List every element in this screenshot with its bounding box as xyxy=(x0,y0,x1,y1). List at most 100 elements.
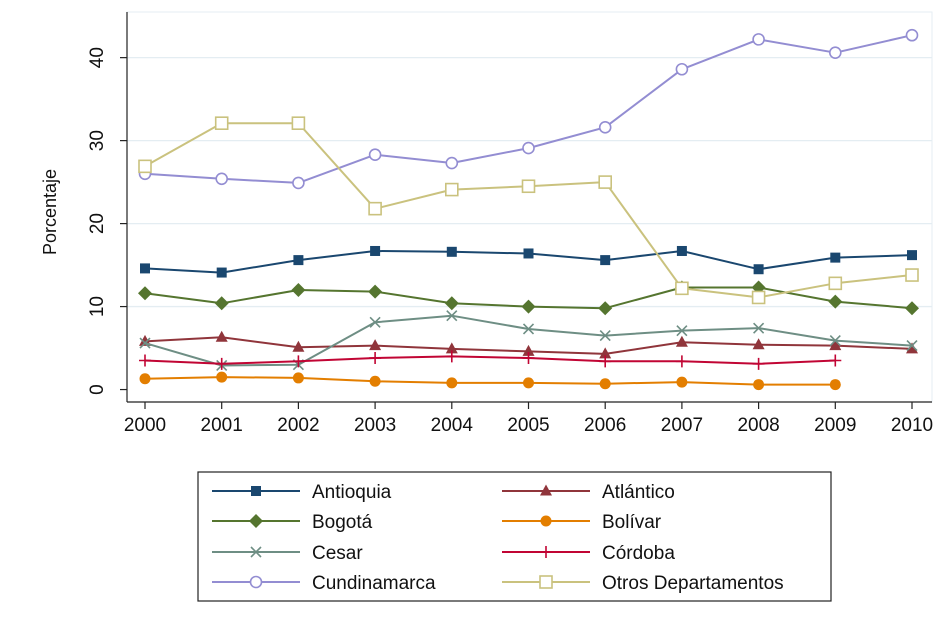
legend-marker-bolivar xyxy=(540,515,552,527)
point-antioquia-2003 xyxy=(370,245,381,256)
point-cundinamarca-2001 xyxy=(215,172,228,186)
point-bolivar-2002 xyxy=(292,372,304,384)
point-bogota-2009 xyxy=(828,294,843,309)
point-bolivar-2008 xyxy=(753,379,765,391)
point-bolivar-2003 xyxy=(369,375,381,387)
point-cesar-2010 xyxy=(906,340,918,352)
y-tick-label-30: 30 xyxy=(87,130,108,151)
point-cordoba-2007 xyxy=(675,355,688,368)
point-antioquia-2001 xyxy=(216,267,227,278)
series-cordoba xyxy=(139,350,842,370)
legend-label-bolivar: Bolívar xyxy=(602,512,662,533)
point-cesar-2007 xyxy=(676,325,688,337)
point-cundinamarca-2002 xyxy=(292,176,305,190)
x-tick-label-2009: 2009 xyxy=(814,415,856,436)
point-bogota-2005 xyxy=(521,299,536,314)
point-cundinamarca-2004 xyxy=(445,156,459,170)
legend-box xyxy=(197,471,832,602)
point-cesar-2009 xyxy=(829,335,841,347)
series-bolivar xyxy=(139,371,841,391)
point-cordoba-2003 xyxy=(369,352,382,365)
series-line-cordoba xyxy=(144,355,836,365)
point-otros-departamentos-2010 xyxy=(905,268,919,282)
series-antioquia xyxy=(140,245,917,278)
point-cordoba-2002 xyxy=(292,355,305,368)
point-cordoba-2009 xyxy=(829,354,842,367)
point-cesar-2006 xyxy=(599,330,611,342)
series-otros-departamentos xyxy=(138,116,919,305)
legend-marker-bogota xyxy=(249,514,263,528)
point-antioquia-2008 xyxy=(753,264,764,275)
y-axis-title: Porcentaje xyxy=(40,169,60,255)
legend-item-cordoba: Córdoba xyxy=(502,543,675,564)
point-cesar-2005 xyxy=(522,323,535,335)
point-atlantico-2004 xyxy=(445,342,458,354)
point-atlantico-2001 xyxy=(215,330,228,342)
point-bolivar-2007 xyxy=(676,376,688,388)
legend-marker-antioquia xyxy=(251,486,261,496)
point-cesar-2000 xyxy=(139,337,151,349)
point-bolivar-2009 xyxy=(829,379,841,391)
x-tick-label-2001: 2001 xyxy=(201,415,243,436)
legend-marker-atlantico xyxy=(540,484,552,496)
point-antioquia-2002 xyxy=(293,255,304,266)
point-cordoba-2006 xyxy=(599,355,612,368)
point-antioquia-2005 xyxy=(523,248,534,259)
point-cundinamarca-2010 xyxy=(905,28,919,42)
point-bogota-2000 xyxy=(138,286,152,301)
point-atlantico-2008 xyxy=(752,338,765,350)
point-bogota-2010 xyxy=(905,301,919,316)
point-bolivar-2000 xyxy=(139,373,151,385)
point-cordoba-2000 xyxy=(139,354,151,367)
legend-marker-otros-departamentos xyxy=(539,575,553,589)
series-cesar xyxy=(139,310,918,372)
point-cordoba-2004 xyxy=(445,350,458,363)
point-cordoba-2008 xyxy=(752,357,765,370)
legend-label-cundinamarca: Cundinamarca xyxy=(312,573,436,594)
legend-marker-cordoba xyxy=(540,546,552,558)
point-cundinamarca-2008 xyxy=(752,33,765,46)
point-otros-departamentos-2009 xyxy=(828,276,843,291)
point-atlantico-2005 xyxy=(522,344,535,356)
point-atlantico-2007 xyxy=(675,335,688,347)
legend-marker-cundinamarca xyxy=(249,575,263,589)
legend-item-antioquia: Antioquia xyxy=(212,482,392,503)
point-otros-departamentos-2005 xyxy=(521,179,536,194)
series-atlantico xyxy=(139,330,918,359)
point-bogota-2006 xyxy=(598,301,613,316)
x-tick-label-2010: 2010 xyxy=(891,415,933,436)
x-tick-label-2003: 2003 xyxy=(354,415,396,436)
plot-region xyxy=(126,11,933,403)
point-otros-departamentos-2006 xyxy=(598,175,613,189)
x-tick-label-2000: 2000 xyxy=(124,415,166,436)
point-otros-departamentos-2004 xyxy=(444,182,459,197)
legend-label-otros-departamentos: Otros Departamentos xyxy=(602,573,784,594)
x-tick-label-2005: 2005 xyxy=(507,415,549,436)
point-antioquia-2004 xyxy=(446,246,457,257)
point-cesar-2008 xyxy=(753,322,765,334)
point-atlantico-2009 xyxy=(829,339,842,351)
point-otros-departamentos-2003 xyxy=(368,201,382,216)
point-bolivar-2005 xyxy=(523,377,534,389)
point-otros-departamentos-2008 xyxy=(751,290,766,305)
legend-label-bogota: Bogotá xyxy=(312,512,373,533)
y-tick-label-40: 40 xyxy=(87,47,108,68)
point-antioquia-2006 xyxy=(600,255,611,266)
point-bogota-2003 xyxy=(368,284,383,299)
point-bogota-2002 xyxy=(291,282,306,297)
legend-item-bogota: Bogotá xyxy=(212,512,373,533)
point-cordoba-2001 xyxy=(215,357,228,370)
point-cundinamarca-2006 xyxy=(598,121,612,134)
point-antioquia-2010 xyxy=(907,250,917,261)
point-bolivar-2001 xyxy=(216,371,228,383)
point-antioquia-2007 xyxy=(676,245,687,256)
point-cesar-2003 xyxy=(369,316,381,328)
x-tick-label-2007: 2007 xyxy=(661,415,703,436)
point-cundinamarca-2005 xyxy=(522,141,535,155)
point-atlantico-2010 xyxy=(906,342,918,354)
point-antioquia-2000 xyxy=(140,263,150,274)
y-tick-label-0: 0 xyxy=(87,384,108,395)
point-antioquia-2009 xyxy=(830,252,841,263)
x-tick-label-2006: 2006 xyxy=(584,415,626,436)
